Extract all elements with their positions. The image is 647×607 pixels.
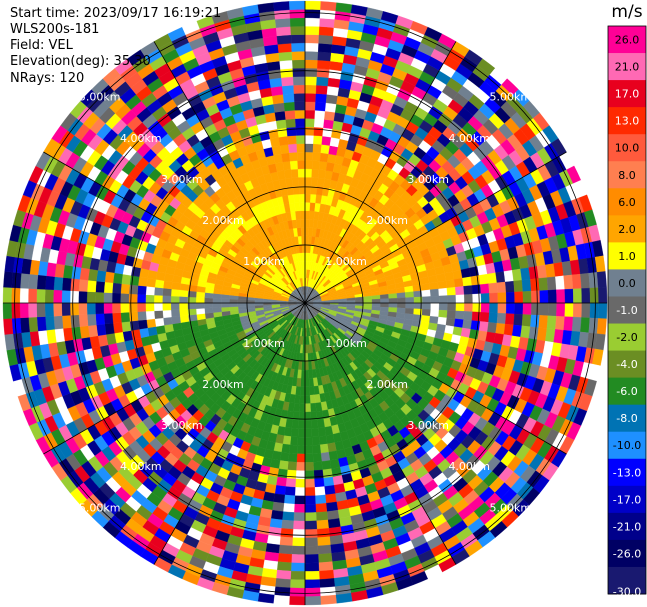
colorbar-tick-label: 10.0 <box>615 142 640 155</box>
colorbar-tick-label: -30.0 <box>613 585 641 598</box>
colorbar-tick-label: -4.0 <box>616 358 637 371</box>
colorbar-tick-label: 13.0 <box>615 115 640 128</box>
colorbar-tick-label: -6.0 <box>616 385 637 398</box>
colorbar-tick-label: 26.0 <box>615 34 640 47</box>
colorbar-tick-label: 8.0 <box>618 169 636 182</box>
colorbar-tick-label: 0.0 <box>618 277 636 290</box>
colorbar-tick-label: -13.0 <box>613 466 641 479</box>
colorbar-tick-label: 17.0 <box>615 88 640 101</box>
colorbar-tick-label: -26.0 <box>613 547 641 560</box>
colorbar-tick-label: 21.0 <box>615 61 640 74</box>
colorbar-tick-label: -8.0 <box>616 412 637 425</box>
colorbar-tick-label: -1.0 <box>616 304 637 317</box>
colorbar-unit: m/s <box>611 2 642 22</box>
start-time-label: Start time: 2023/09/17 16:19:21 <box>10 6 222 21</box>
colorbar-tick-label: -2.0 <box>616 331 637 344</box>
elevation-label: Elevation(deg): 35.30 <box>10 54 151 69</box>
field-label: Field: VEL <box>10 38 73 53</box>
colorbar-tick-label: 2.0 <box>618 223 636 236</box>
nrays-label: NRays: 120 <box>10 71 85 86</box>
colorbar-tick-label: -21.0 <box>613 520 641 533</box>
colorbar-tick-label: 1.0 <box>618 250 636 263</box>
colorbar-tick-label: 6.0 <box>618 196 636 209</box>
colorbar-tick-label: -17.0 <box>613 493 641 506</box>
colorbar-tick-label: -10.0 <box>613 439 641 452</box>
velocity-sectors <box>2 0 608 606</box>
instrument-label: WLS200s-181 <box>10 22 100 37</box>
